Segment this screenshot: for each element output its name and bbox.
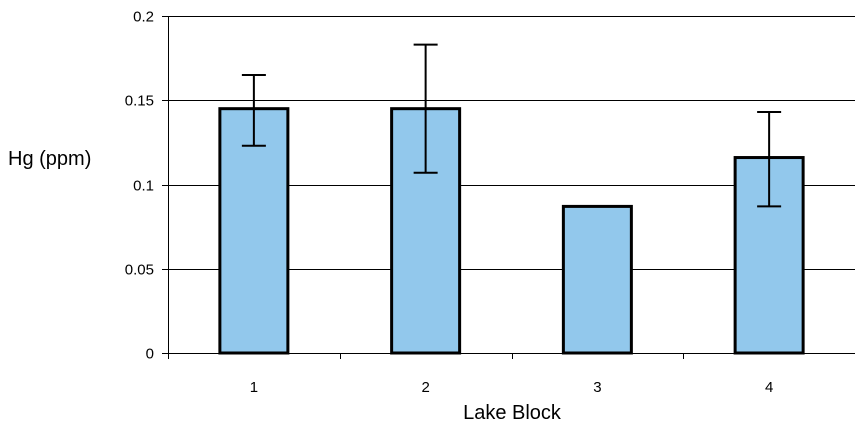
x-tick-label: 4 xyxy=(765,379,773,396)
tick-marks xyxy=(162,16,684,359)
error-bars xyxy=(241,43,782,208)
y-tick-label: 0.05 xyxy=(125,262,154,279)
y-axis-label: Hg (ppm) xyxy=(8,148,91,170)
y-tick-labels: 0 0.05 0.1 0.15 0.2 xyxy=(125,9,154,363)
x-tick-label: 2 xyxy=(421,379,429,396)
y-tick-label: 0.1 xyxy=(133,178,154,195)
x-tick-label: 1 xyxy=(250,379,258,396)
y-tick-label: 0.2 xyxy=(133,9,154,26)
x-tick-labels: 1 2 3 4 xyxy=(250,379,774,396)
x-tick-label: 3 xyxy=(593,379,601,396)
bar-3 xyxy=(561,204,633,355)
x-axis-label: Lake Block xyxy=(463,402,562,424)
y-tick-label: 0.15 xyxy=(125,93,154,110)
bar-1 xyxy=(218,107,290,355)
y-tick-label: 0 xyxy=(146,346,154,363)
axes xyxy=(168,16,855,354)
bars xyxy=(218,107,805,355)
